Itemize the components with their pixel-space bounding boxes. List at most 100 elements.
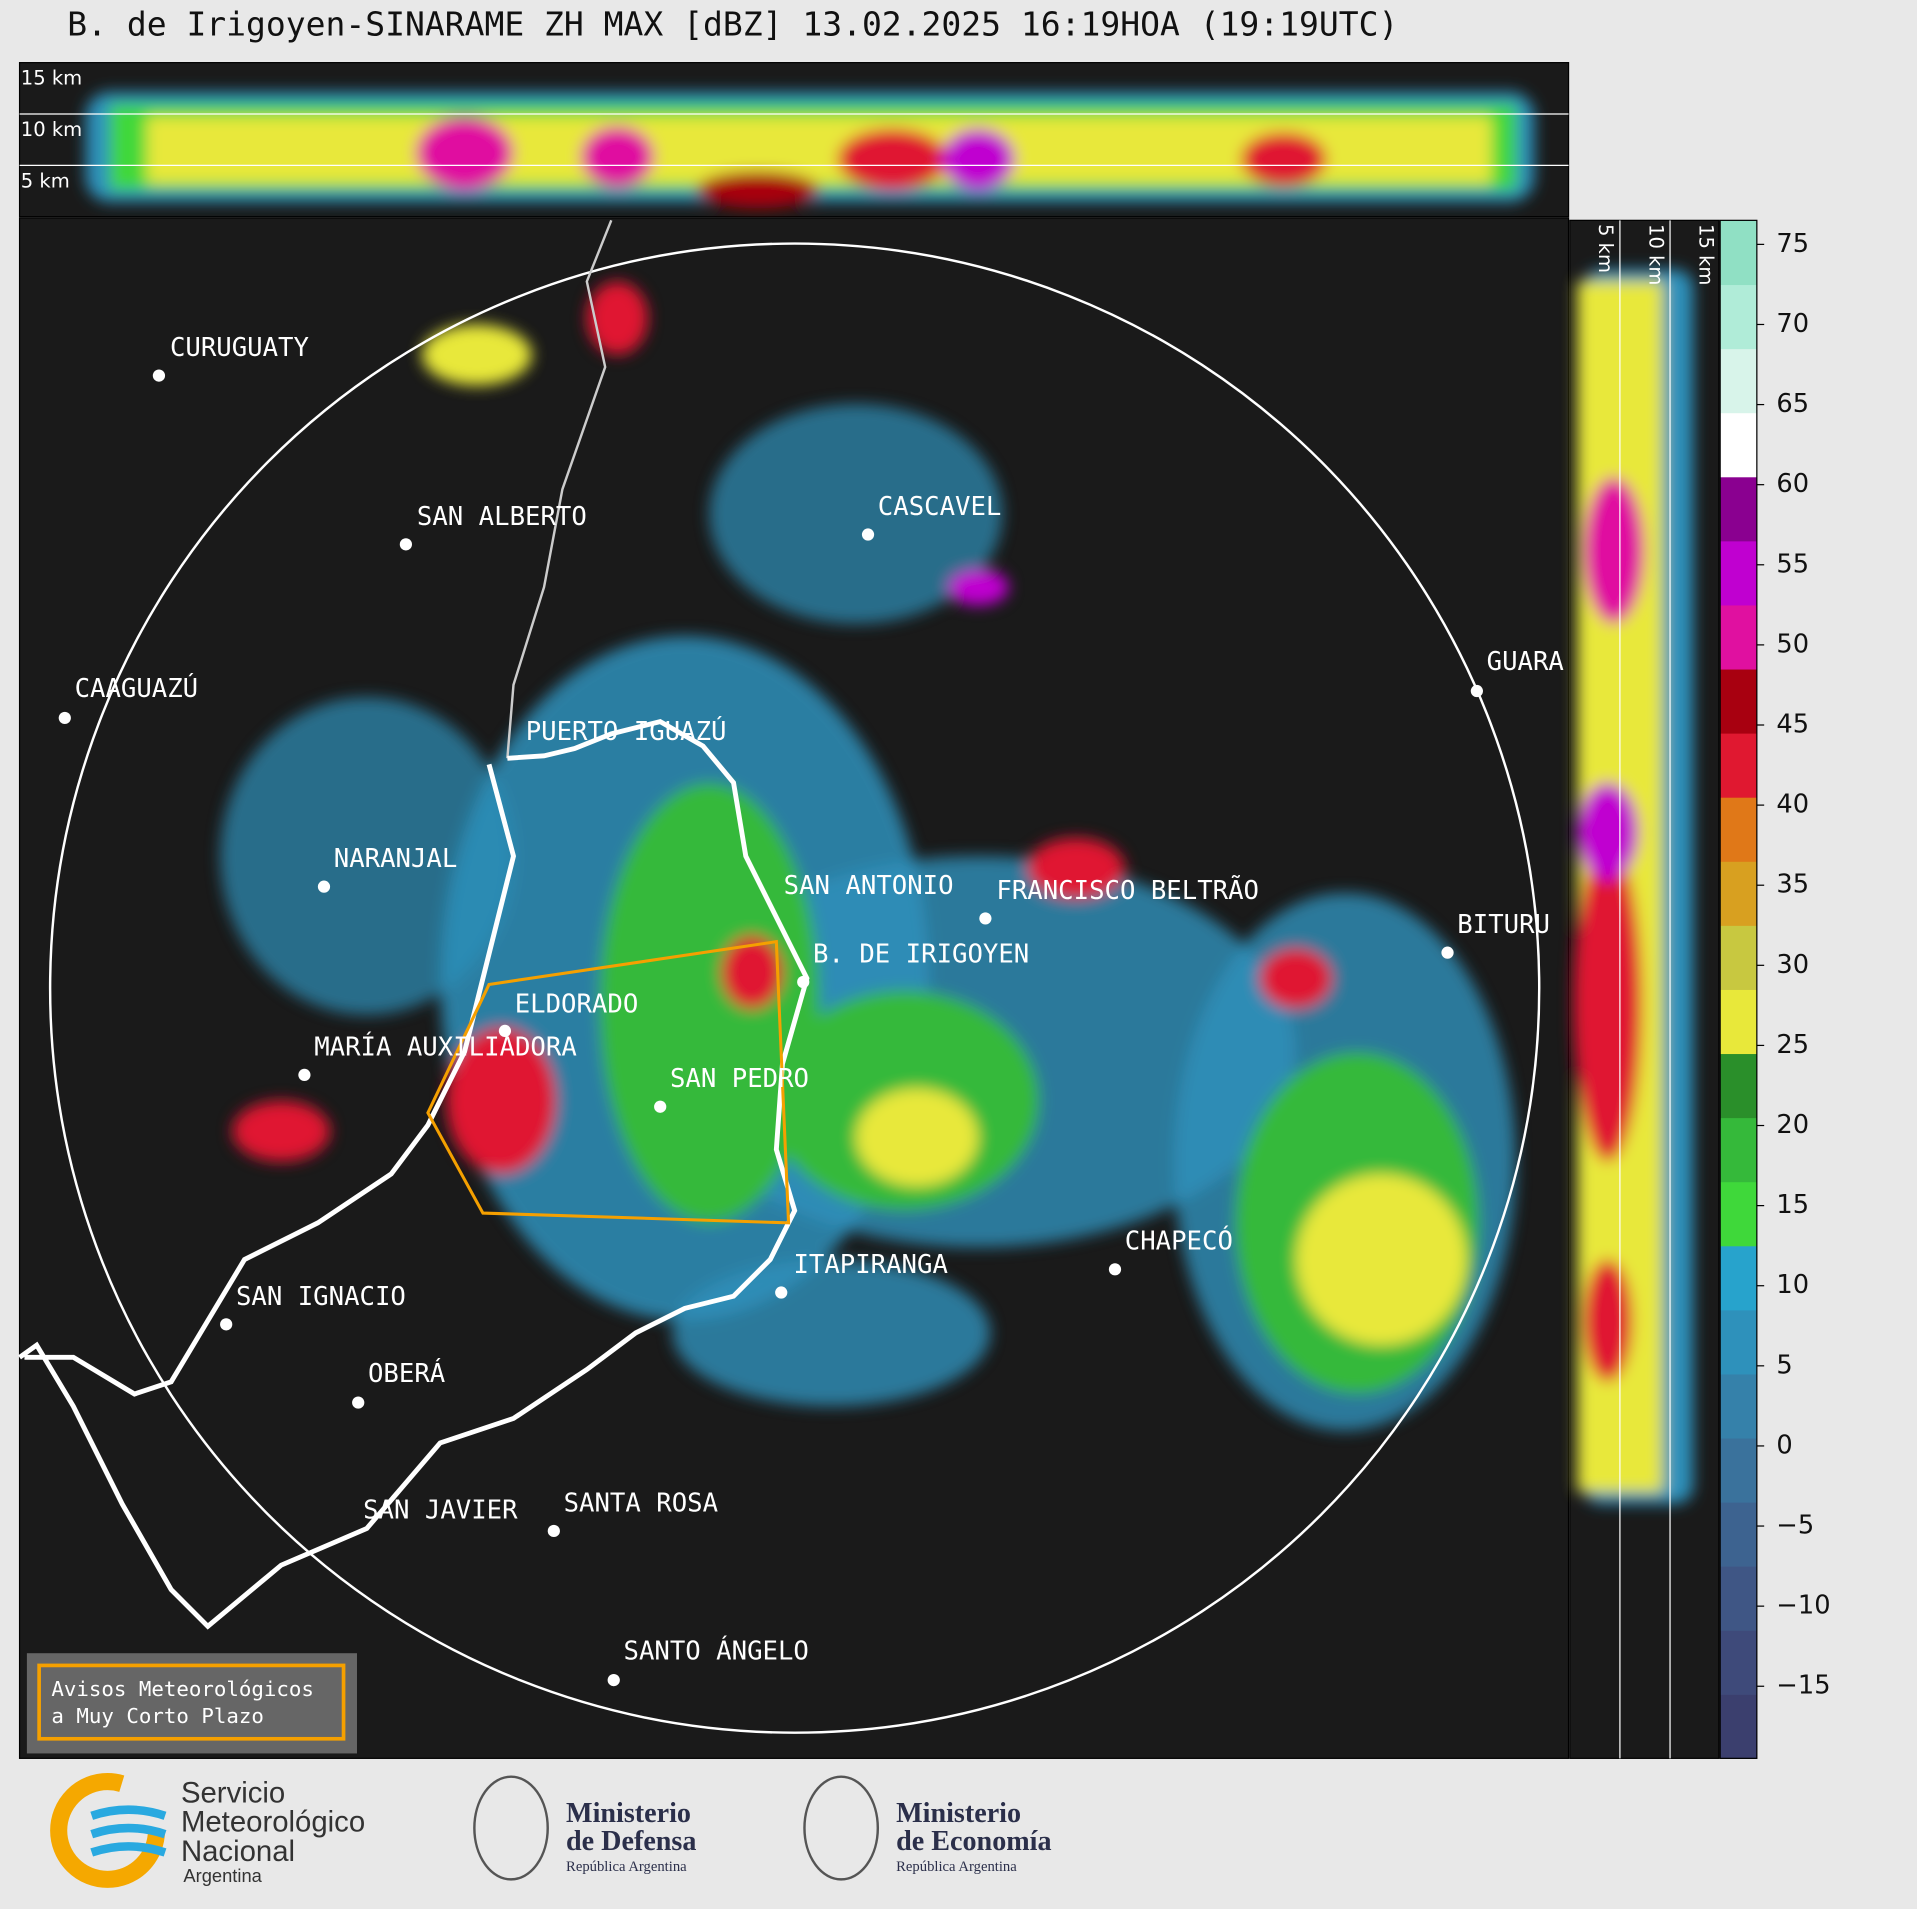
- logo-text: Ministerio: [566, 1798, 691, 1829]
- radar-echoes: [220, 281, 1516, 1431]
- city-label: MARÍA AUXILIADORA: [314, 1030, 577, 1062]
- city-dot: [58, 711, 71, 725]
- city-label: SAN ALBERTO: [417, 502, 587, 532]
- colorbar-segment: [1720, 476, 1757, 542]
- city-dot: [220, 1318, 233, 1331]
- colorbar-tick-label: 25: [1776, 1030, 1809, 1060]
- river: [18, 718, 810, 1630]
- colorbar-tick-label: −5: [1776, 1511, 1814, 1541]
- city-label: CURUGUATY: [170, 333, 309, 363]
- notice-text: Avisos Meteorológicos: [51, 1677, 314, 1701]
- city-label: B. DE IRIGOYEN: [813, 939, 1029, 969]
- colorbar-tick-label: 15: [1776, 1190, 1809, 1220]
- city-label: CAAGUAZÚ: [75, 672, 199, 704]
- colorbar-segment: [1720, 284, 1757, 350]
- city-label: OBERÁ: [368, 1357, 445, 1389]
- warning-area: [426, 939, 791, 1225]
- colorbar-segment: [1720, 1502, 1757, 1567]
- colorbar-tick-label: 45: [1776, 709, 1809, 739]
- colorbar-segment: [1720, 348, 1757, 414]
- city-dot: [399, 538, 413, 551]
- city-label: SANTA ROSA: [564, 1488, 718, 1518]
- colorbar-segment: [1720, 1309, 1757, 1375]
- colorbar-segment: [1720, 668, 1757, 734]
- logo-text: Meteorológico: [181, 1806, 365, 1839]
- colorbar: −15 −10 −5 0 5 10 15 20 25 30 35 40 45 50 55 60 65 70 75: [1719, 219, 1831, 1759]
- colorbar-tick-label: 20: [1776, 1110, 1809, 1140]
- city-label: SAN JAVIER: [363, 1496, 518, 1526]
- colorbar-segment: [1720, 540, 1757, 606]
- colorbar-segment: [1720, 1053, 1757, 1119]
- height-label: 15 km: [21, 67, 82, 90]
- colorbar-tick-label: 30: [1776, 950, 1809, 980]
- city-dot: [298, 1068, 311, 1082]
- colorbar-tick-label: −10: [1776, 1591, 1830, 1621]
- colorbar-segment: [1720, 1117, 1757, 1183]
- colorbar-tick-label: 35: [1776, 870, 1809, 900]
- logos: Servicio Meteorológico Nacional Argentin…: [50, 1773, 1052, 1888]
- height-label: 15 km: [1694, 224, 1717, 285]
- cities: CURUGUATY SAN ALBERTO CAAGUAZÚ PUERTO IGUAZ…: [58, 333, 1564, 1687]
- logo-text: de Economía: [896, 1826, 1051, 1857]
- city-dot: [775, 1286, 788, 1299]
- colorbar-segment: [1720, 412, 1757, 478]
- city-label: GUARA: [1487, 647, 1564, 677]
- colorbar-tick-label: 10: [1776, 1270, 1809, 1300]
- logo-text: Servicio: [181, 1776, 285, 1809]
- colorbar-segment: [1720, 733, 1757, 798]
- colorbar-segment: [1720, 1373, 1757, 1439]
- city-dot: [547, 1524, 560, 1538]
- logo-text: Argentina: [183, 1865, 262, 1886]
- height-label: 5 km: [21, 169, 70, 192]
- colorbar-tick-label: 50: [1776, 629, 1809, 659]
- colorbar-segment: [1720, 1630, 1757, 1695]
- colorbar-tick-label: 70: [1776, 309, 1809, 339]
- city-dot: [152, 369, 166, 382]
- colorbar-segment: [1720, 1694, 1757, 1759]
- colorbar-tick-label: −15: [1776, 1671, 1830, 1701]
- city-label: CHAPECÓ: [1125, 1225, 1233, 1257]
- height-label: 10 km: [21, 118, 82, 141]
- colorbar-segment: [1720, 1181, 1757, 1247]
- colorbar-segment: [1720, 989, 1757, 1055]
- city-label: ELDORADO: [515, 990, 639, 1020]
- city-label: PUERTO IGUAZÚ: [526, 715, 727, 747]
- city-dot: [654, 1100, 667, 1113]
- colorbar-tick-label: 60: [1776, 469, 1809, 499]
- colorbar-frame: [1719, 219, 1758, 1759]
- notice-box: [26, 1653, 357, 1754]
- colorbar-tick-label: 65: [1776, 389, 1809, 419]
- logo-text: Nacional: [181, 1835, 295, 1868]
- city-dot: [352, 1396, 365, 1409]
- city-dot: [1470, 684, 1483, 698]
- city-label: SAN PEDRO: [670, 1064, 809, 1094]
- colorbar-segment: [1720, 861, 1757, 926]
- city-label: NARANJAL: [334, 844, 458, 874]
- city-dot: [317, 880, 331, 893]
- top-echoes: [85, 91, 1535, 209]
- colorbar-segment: [1720, 925, 1757, 990]
- title: B. de Irigoyen-SINARAME ZH MAX [dBZ] 13.…: [67, 5, 1398, 44]
- height-label: 5 km: [1594, 224, 1617, 273]
- city-dot: [498, 1024, 512, 1038]
- side-echoes: [1573, 269, 1694, 1505]
- city-dot: [861, 528, 875, 541]
- colorbar-segment: [1720, 797, 1757, 862]
- border: [506, 219, 613, 759]
- height-label: 10 km: [1644, 224, 1667, 285]
- colorbar-tick-label: 0: [1776, 1430, 1792, 1460]
- city-dot: [607, 1673, 620, 1687]
- city-label: SAN IGNACIO: [236, 1282, 406, 1312]
- logo-text: República Argentina: [566, 1859, 687, 1875]
- logo-text: República Argentina: [896, 1859, 1017, 1875]
- logo-text: de Defensa: [566, 1826, 696, 1857]
- colorbar-segment: [1720, 1566, 1757, 1631]
- logo-text: Ministerio: [896, 1798, 1021, 1829]
- notice-text: a Muy Corto Plazo: [51, 1704, 264, 1728]
- city-label: ITAPIRANGA: [793, 1250, 947, 1280]
- colorbar-tick-label: 5: [1776, 1350, 1792, 1380]
- city-dot: [979, 912, 992, 925]
- city-label: SANTO ÁNGELO: [624, 1634, 809, 1666]
